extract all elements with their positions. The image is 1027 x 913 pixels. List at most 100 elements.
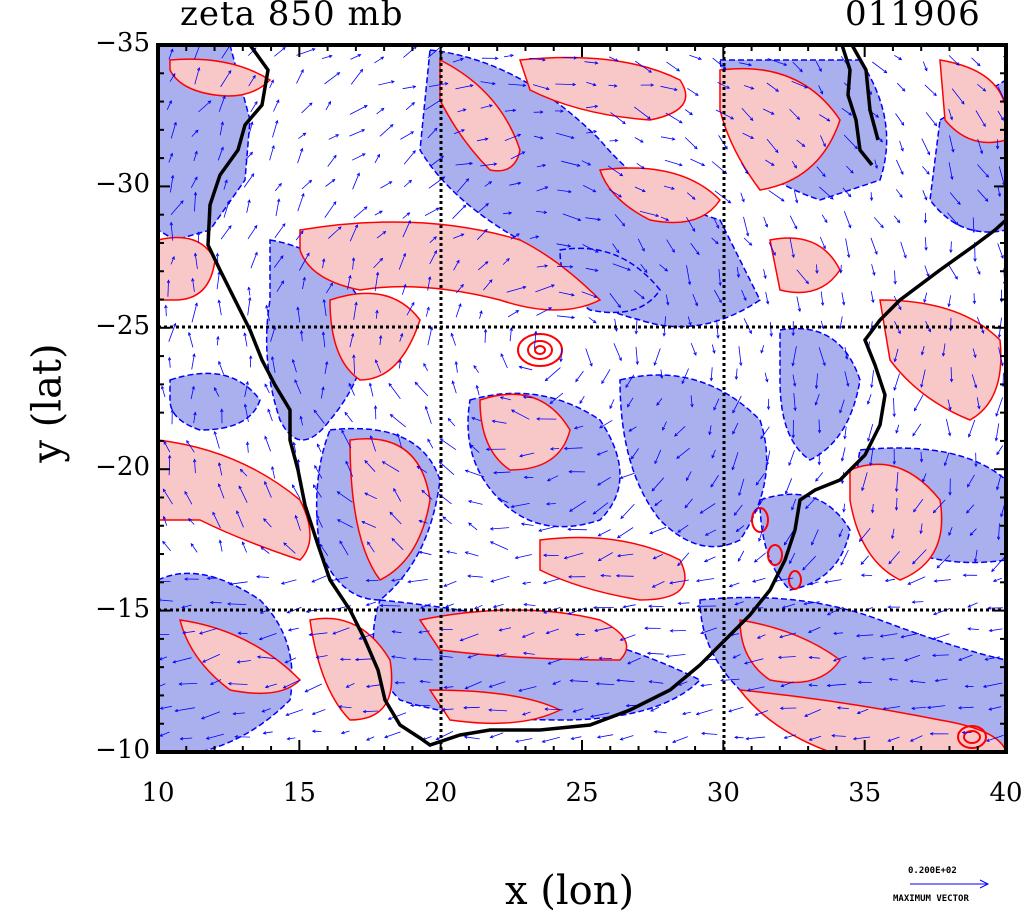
wind-vector — [713, 398, 720, 411]
wind-vector-head — [693, 352, 697, 356]
wind-vector-head — [988, 628, 993, 633]
positive-vorticity-regions — [158, 56, 1006, 752]
wind-vector — [522, 711, 531, 716]
wind-vector — [393, 488, 402, 502]
wind-vector-head — [850, 169, 854, 174]
wind-vector-head — [451, 380, 455, 385]
wind-vector — [792, 374, 796, 387]
wind-vector — [612, 243, 620, 253]
wind-vector-head — [407, 219, 411, 224]
wind-vector-head — [489, 104, 493, 108]
wind-vector — [474, 604, 483, 610]
wind-vector — [401, 284, 406, 295]
wind-vector-head — [676, 68, 681, 72]
wind-vector-head — [911, 600, 916, 604]
wind-vector — [349, 333, 354, 348]
wind-vector-head — [734, 735, 738, 740]
wind-vector — [297, 307, 301, 323]
wind-vector-head — [510, 504, 515, 509]
wind-vector-head — [713, 406, 717, 411]
wind-vector-head — [387, 716, 392, 720]
wind-vector — [345, 461, 354, 477]
wind-vector — [263, 518, 272, 528]
wind-vector-head — [521, 151, 526, 155]
wind-vector-head — [348, 274, 352, 279]
wind-vector-head — [817, 461, 821, 466]
wind-vector-head — [646, 651, 651, 656]
wind-vector — [921, 138, 930, 155]
wind-vector — [186, 440, 195, 453]
wind-vector-head — [897, 330, 901, 335]
wind-vector — [464, 736, 480, 740]
wind-vector-head — [538, 528, 542, 532]
wind-vector-head — [471, 417, 476, 421]
wind-vector-head — [995, 145, 1000, 150]
wind-vector — [601, 575, 612, 577]
wind-vector — [755, 473, 765, 486]
wind-vector-head — [869, 197, 874, 202]
wind-vector — [609, 399, 615, 409]
wind-vector-head — [743, 297, 747, 302]
wind-vector — [923, 292, 928, 303]
wind-vector-head — [898, 306, 902, 311]
wind-vector-head — [793, 407, 797, 412]
wind-vector-head — [172, 73, 176, 77]
wind-vector — [376, 108, 385, 115]
wind-vector — [442, 516, 452, 525]
wind-vector-head — [804, 713, 808, 717]
wind-vector — [194, 459, 196, 474]
wind-vector — [888, 551, 900, 564]
wind-vector — [286, 709, 304, 716]
wind-vector — [827, 606, 844, 616]
wind-vector — [500, 353, 508, 369]
wind-vector-head — [567, 527, 571, 532]
wind-vector — [871, 264, 875, 276]
wind-vector-head — [352, 354, 356, 358]
wind-vector-head — [462, 204, 467, 209]
wind-vector-head — [708, 431, 712, 436]
wind-vector — [885, 578, 896, 582]
wind-vector-head — [592, 189, 597, 193]
wind-vector — [403, 45, 417, 58]
wind-vector-head — [913, 407, 918, 412]
wind-vector — [887, 736, 900, 742]
wind-vector-head — [733, 512, 738, 516]
wind-vector-head — [348, 382, 352, 387]
wind-vector-head — [597, 533, 602, 537]
wind-vector-head — [534, 330, 538, 335]
wind-vector — [841, 292, 845, 305]
wind-vector — [557, 189, 572, 193]
wind-vector — [857, 708, 869, 714]
wind-vector-head — [250, 173, 255, 177]
wind-vector — [741, 289, 747, 301]
wind-vector-head — [491, 419, 496, 424]
wind-vector-head — [421, 489, 426, 494]
wind-vector — [720, 678, 740, 681]
wind-vector-head — [361, 153, 366, 157]
wind-vector — [971, 57, 981, 67]
wind-vector — [677, 552, 690, 566]
wind-vector — [839, 399, 845, 413]
wind-vector — [665, 112, 683, 124]
wind-vector-head — [247, 286, 251, 291]
wind-vector — [511, 503, 530, 508]
wind-vector-head — [254, 100, 258, 105]
wind-vector-head — [743, 661, 748, 665]
wind-vector — [662, 421, 667, 431]
wind-vector — [250, 101, 258, 113]
wind-vector — [536, 265, 548, 268]
wind-vector-head — [300, 230, 304, 235]
wind-vector — [192, 278, 195, 292]
wind-vector-head — [879, 138, 883, 143]
wind-vector — [732, 422, 739, 435]
wind-vector — [663, 185, 675, 190]
wind-vector — [402, 86, 416, 90]
wind-vector-head — [186, 439, 190, 444]
wind-vector — [324, 361, 328, 374]
wind-vector — [293, 442, 297, 453]
wind-vector-head — [926, 171, 930, 175]
wind-vector-head — [376, 153, 380, 158]
wind-vector — [233, 712, 245, 715]
wind-vector — [649, 681, 664, 684]
wind-vector — [654, 348, 661, 366]
